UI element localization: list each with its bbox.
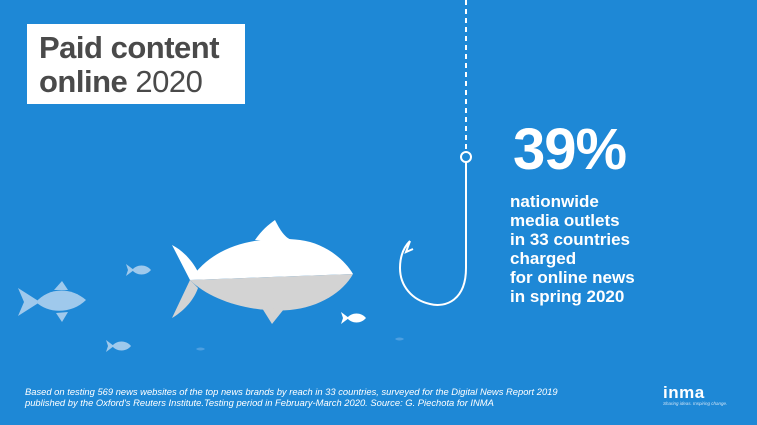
stat-line: nationwide bbox=[510, 192, 599, 211]
fishing-hook-icon bbox=[398, 0, 472, 306]
big-fish-icon bbox=[172, 220, 353, 324]
title-year: 2020 bbox=[135, 64, 203, 99]
title-line-2-bold: online bbox=[39, 64, 128, 99]
title-line-1: Paid content bbox=[39, 30, 220, 65]
stat-percentage: 39% bbox=[513, 117, 627, 182]
stat-line: charged bbox=[510, 249, 577, 268]
stat-line: in 33 countries bbox=[510, 230, 630, 249]
small-fish-icon bbox=[126, 264, 151, 276]
stat-line: in spring 2020 bbox=[510, 287, 625, 306]
title-box: Paid content online 2020 bbox=[27, 24, 245, 104]
source-footnote: Based on testing 569 news websites of th… bbox=[25, 386, 585, 408]
small-fish-icon bbox=[106, 340, 131, 352]
small-fish-icon bbox=[196, 337, 404, 351]
title-line-2: online 2020 bbox=[39, 65, 245, 99]
inma-logo: inma Sharing ideas. Inspiring change. bbox=[663, 384, 743, 407]
stat-description: nationwide media outlets in 33 countries… bbox=[510, 192, 710, 306]
footnote-line: published by the Oxford's Reuters Instit… bbox=[25, 397, 494, 408]
stat-line: for online news bbox=[510, 268, 635, 287]
stat-line: media outlets bbox=[510, 211, 620, 230]
small-fish-icon bbox=[18, 281, 86, 322]
footnote-line: Based on testing 569 news websites of th… bbox=[25, 386, 558, 397]
small-fish-icon bbox=[341, 312, 366, 324]
logo-tagline: Sharing ideas. Inspiring change. bbox=[663, 401, 728, 406]
logo-word: inma bbox=[663, 383, 705, 402]
